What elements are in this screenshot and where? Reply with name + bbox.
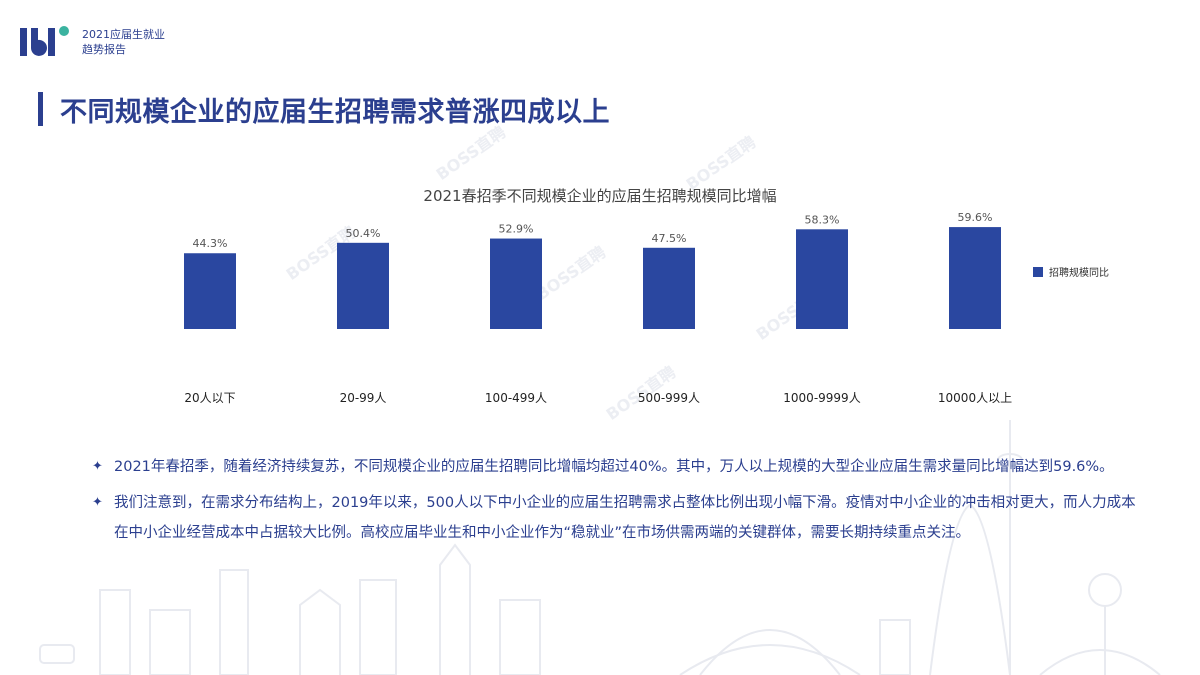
insight-item: ✦ 2021年春招季，随着经济持续复苏，不同规模企业的应届生招聘同比增幅均超过4… bbox=[92, 452, 1142, 482]
report-name: 2021应届生就业 趋势报告 bbox=[82, 27, 165, 57]
legend-label: 招聘规模同比 bbox=[1049, 268, 1109, 279]
category-label: 20人以下 bbox=[184, 391, 235, 405]
city-skyline-decoration bbox=[39, 420, 1161, 675]
brand-logo bbox=[20, 26, 69, 56]
page-title: 不同规模企业的应届生招聘需求普涨四成以上 bbox=[60, 97, 610, 128]
data-label: 52.9% bbox=[499, 223, 534, 236]
legend-swatch bbox=[1033, 266, 1043, 277]
insight-list: ✦ 2021年春招季，随着经济持续复苏，不同规模企业的应届生招聘同比增幅均超过4… bbox=[92, 452, 1142, 554]
category-label: 10000人以上 bbox=[938, 391, 1012, 405]
bar-chart: 44.3% 20人以下 50.4% 20-99人 52.9% 100-499人 47.5% 5… bbox=[184, 211, 1012, 405]
category-label: 20-99人 bbox=[340, 391, 387, 405]
data-label: 50.4% bbox=[346, 227, 381, 240]
report-name-line2: 趋势报告 bbox=[82, 43, 126, 56]
sparkle-icon: ✦ bbox=[92, 495, 103, 510]
report-name-line1: 2021应届生就业 bbox=[82, 28, 165, 41]
bar bbox=[949, 227, 1001, 329]
data-label: 58.3% bbox=[805, 213, 840, 226]
bar bbox=[337, 242, 389, 329]
title-accent-bar bbox=[38, 92, 43, 126]
category-label: 1000-9999人 bbox=[783, 391, 860, 405]
bar bbox=[796, 229, 848, 329]
category-label: 100-499人 bbox=[485, 391, 547, 405]
data-label: 59.6% bbox=[958, 211, 993, 224]
insight-item: ✦ 我们注意到，在需求分布结构上，2019年以来，500人以下中小企业的应届生招… bbox=[92, 488, 1142, 548]
insight-text: 我们注意到，在需求分布结构上，2019年以来，500人以下中小企业的应届生招聘需… bbox=[114, 495, 1136, 541]
bar bbox=[643, 247, 695, 329]
bar bbox=[184, 253, 236, 329]
category-label: 500-999人 bbox=[638, 391, 700, 405]
chart-title: 2021春招季不同规模企业的应届生招聘规模同比增幅 bbox=[423, 187, 777, 205]
data-label: 44.3% bbox=[193, 237, 228, 250]
chart-legend: 招聘规模同比 bbox=[1033, 264, 1109, 279]
bar bbox=[490, 238, 542, 329]
insight-text: 2021年春招季，随着经济持续复苏，不同规模企业的应届生招聘同比增幅均超过40%… bbox=[114, 459, 1114, 475]
data-label: 47.5% bbox=[652, 232, 687, 245]
sparkle-icon: ✦ bbox=[92, 459, 103, 474]
